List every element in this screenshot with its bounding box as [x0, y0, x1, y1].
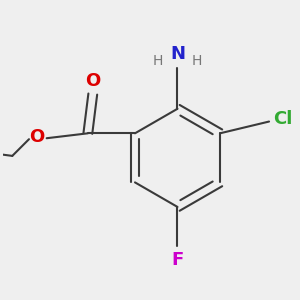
Text: N: N: [170, 45, 185, 63]
Text: O: O: [29, 128, 44, 146]
Text: O: O: [85, 72, 100, 90]
Text: Cl: Cl: [273, 110, 292, 128]
Text: H: H: [192, 54, 202, 68]
Text: F: F: [171, 251, 184, 269]
Text: H: H: [153, 54, 163, 68]
